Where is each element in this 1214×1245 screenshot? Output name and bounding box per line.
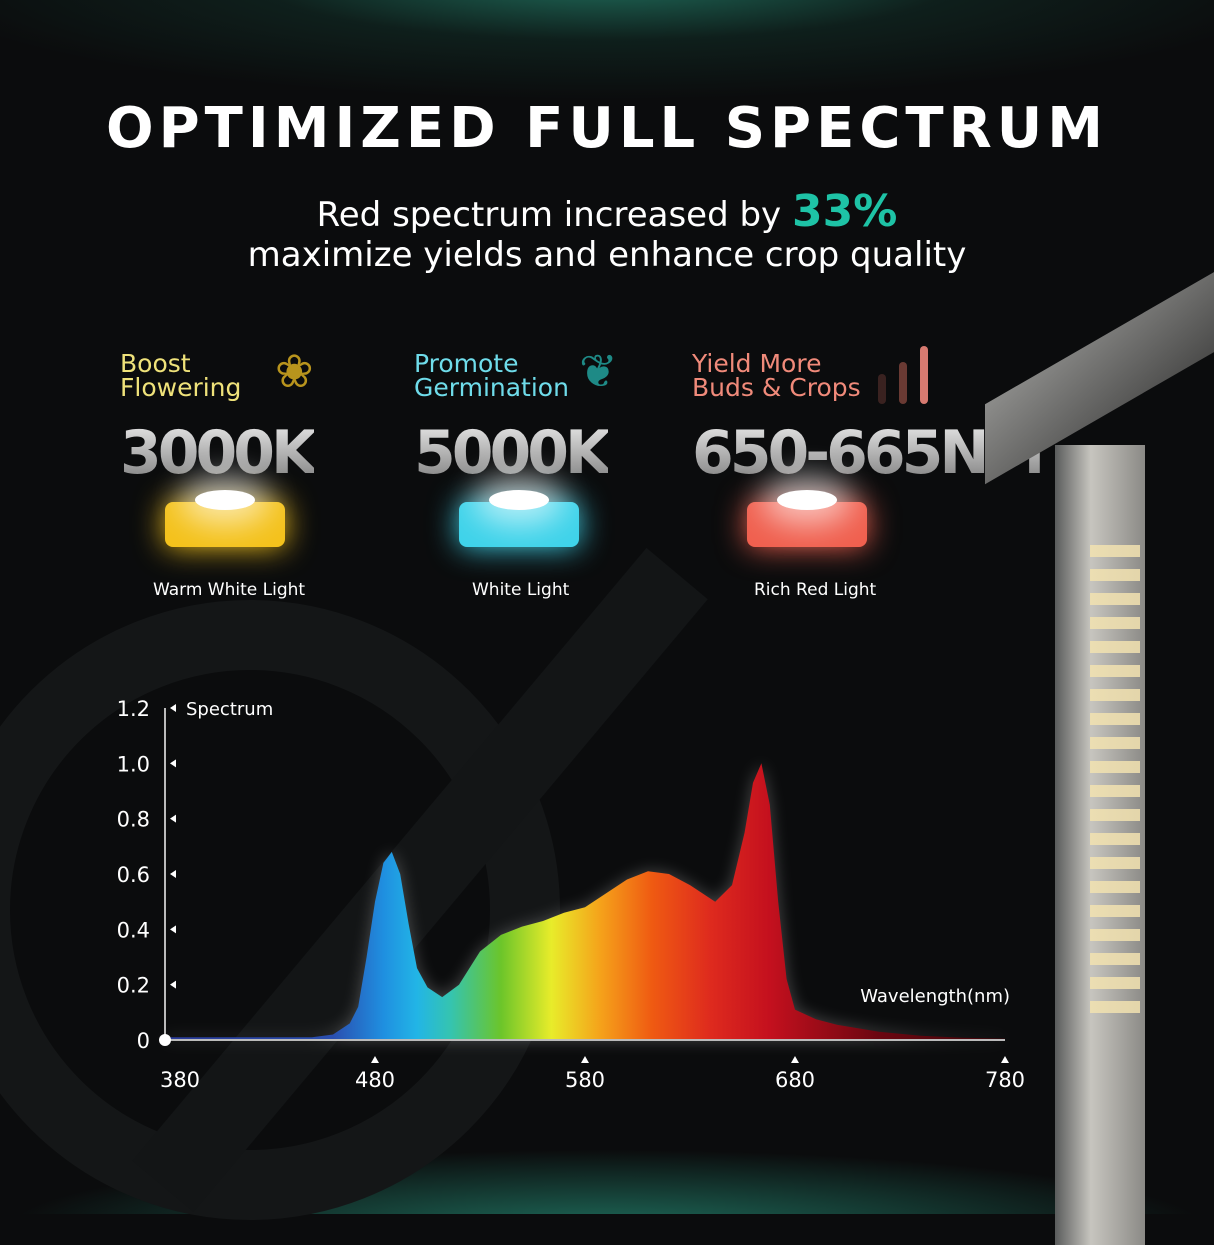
y-tick-label: 0 <box>137 1029 150 1053</box>
x-tick-marker <box>791 1056 799 1063</box>
feature-value: 5000K <box>414 418 611 488</box>
feature-caption: Rich Red Light <box>754 580 877 600</box>
x-tick-label: 580 <box>565 1068 605 1092</box>
x-tick-marker <box>1001 1056 1009 1063</box>
y-tick-label: 0.4 <box>117 918 150 942</box>
grow-light-fixture <box>985 255 1214 1245</box>
led-chip-warm <box>165 490 285 547</box>
subtitle: Red spectrum increased by 33% maximize y… <box>0 190 1214 276</box>
led-chip-white <box>459 490 579 547</box>
y-tick-label: 1.2 <box>117 697 150 721</box>
tulip-icon: ❀ <box>275 344 314 398</box>
bar-growth-icon <box>878 346 938 404</box>
spectrum-chart: 0 0.2 0.4 0.6 0.8 1.0 1.2 380 480 580 680 780 Spect… <box>117 697 1025 1092</box>
subtitle-line1: Red spectrum increased by <box>316 195 792 235</box>
feature-label: Yield More Buds & Crops <box>692 349 861 402</box>
feature-label: Promote Germination <box>414 349 569 402</box>
origin-dot <box>159 1034 171 1046</box>
feature-caption: White Light <box>472 580 570 600</box>
y-tick-label: 0.6 <box>117 863 150 887</box>
y-tick-marker <box>170 925 176 934</box>
y-tick-marker <box>170 704 176 712</box>
y-tick-label: 1.0 <box>117 752 150 776</box>
y-tick-marker <box>170 980 176 989</box>
x-tick-label: 780 <box>985 1068 1025 1092</box>
sprout-icon: ❦ <box>579 344 618 398</box>
x-tick-marker <box>581 1056 589 1063</box>
x-tick-label: 680 <box>775 1068 815 1092</box>
spectrum-area <box>165 763 1005 1040</box>
feature-flowering: Boost Flowering ❀ 3000K Warm White Light <box>120 344 400 600</box>
led-chip-red <box>747 490 867 547</box>
y-tick-label: 0.2 <box>117 974 150 998</box>
x-tick-marker <box>371 1056 379 1063</box>
y-tick-marker <box>170 814 176 823</box>
y-axis-label: Spectrum <box>186 699 273 720</box>
y-tick-marker <box>170 759 176 768</box>
subtitle-line2: maximize yields and enhance crop quality <box>247 235 967 275</box>
subtitle-highlight: 33% <box>791 186 898 237</box>
feature-label: Boost Flowering <box>120 349 242 402</box>
y-tick-label: 0.8 <box>117 808 150 832</box>
feature-caption: Warm White Light <box>153 580 306 600</box>
feature-germination: Promote Germination ❦ 5000K White Light <box>414 344 694 600</box>
led-strip <box>1090 545 1140 1025</box>
page-title: OPTIMIZED FULL SPECTRUM <box>106 96 1108 161</box>
x-tick-label: 380 <box>160 1068 200 1092</box>
y-tick-marker <box>170 870 176 878</box>
feature-value: 3000K <box>120 418 317 488</box>
x-tick-label: 480 <box>355 1068 395 1092</box>
x-axis-label: Wavelength(nm) <box>860 986 1010 1007</box>
